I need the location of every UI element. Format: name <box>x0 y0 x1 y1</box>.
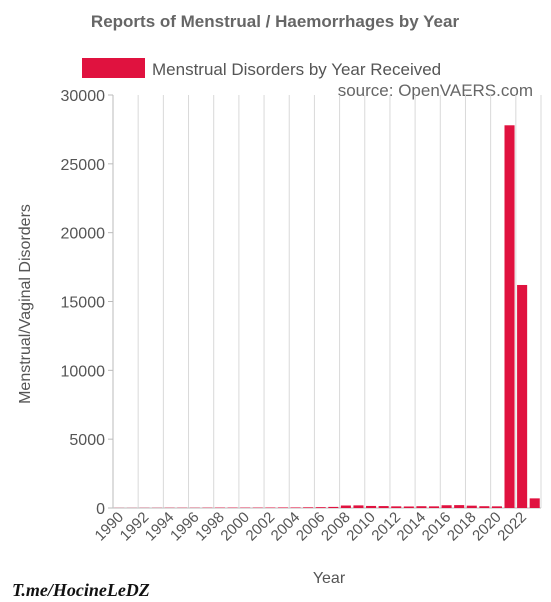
watermark: T.me/HocineLeDZ <box>12 580 150 600</box>
bar-2019[interactable] <box>479 506 490 508</box>
y-tick-label: 5000 <box>69 432 105 449</box>
bar-2007[interactable] <box>328 506 339 508</box>
x-axis-ticks: 1990199219941996199820002002200420062008… <box>92 509 530 545</box>
bar-2012[interactable] <box>391 506 402 508</box>
bar-2014[interactable] <box>416 506 427 508</box>
grid <box>112 95 542 509</box>
source-label: source: OpenVAERS.com <box>338 81 533 100</box>
y-axis-label: Menstrual/Vaginal Disorders <box>17 204 34 404</box>
chart-title: Reports of Menstrual / Haemorrhages by Y… <box>91 12 460 31</box>
bar-2013[interactable] <box>403 506 414 508</box>
x-axis-label: Year <box>313 570 346 587</box>
bar-2020[interactable] <box>491 506 502 508</box>
bar-2023[interactable] <box>529 498 540 508</box>
y-tick-label: 10000 <box>61 363 106 380</box>
bar-2003[interactable] <box>277 507 288 508</box>
y-tick-label: 15000 <box>61 295 106 312</box>
bar-2006[interactable] <box>315 507 326 508</box>
y-tick-label: 25000 <box>61 157 106 174</box>
bar-2021[interactable] <box>504 125 515 508</box>
legend-label: Menstrual Disorders by Year Received <box>152 60 441 79</box>
legend-swatch <box>82 58 145 78</box>
bar-2022[interactable] <box>517 284 528 508</box>
bar-2004[interactable] <box>290 507 301 508</box>
y-tick-label: 30000 <box>61 88 106 105</box>
bar-2005[interactable] <box>303 507 314 508</box>
bar-2010[interactable] <box>366 505 377 508</box>
bar-2017[interactable] <box>454 505 465 508</box>
bar-2009[interactable] <box>353 505 364 508</box>
bar-2015[interactable] <box>428 506 440 508</box>
y-tick-label: 20000 <box>61 226 106 243</box>
y-tick-label: 0 <box>96 501 105 518</box>
bar-2016[interactable] <box>441 505 452 508</box>
x-tick-label: 2022 <box>494 509 530 545</box>
bar-2008[interactable] <box>340 505 351 508</box>
bars <box>114 125 540 508</box>
bar-2018[interactable] <box>466 505 477 508</box>
bar-2011[interactable] <box>378 506 389 508</box>
y-axis-ticks: 0 5000 10000 15000 20000 25000 30000 <box>61 88 113 518</box>
legend[interactable]: Menstrual Disorders by Year Received <box>82 58 441 79</box>
